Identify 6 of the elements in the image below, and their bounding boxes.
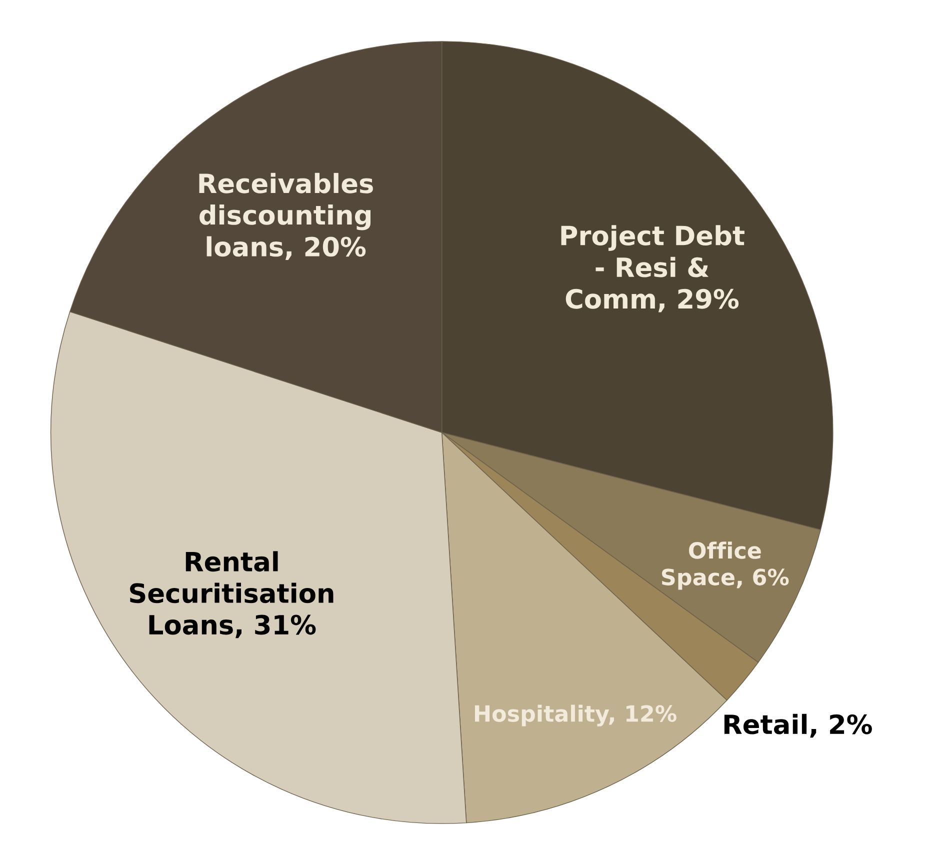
slice-label: Receivables discounting loans, 20% [199,172,373,260]
slice-label: Project Debt - Resi & Comm, 29% [561,225,744,312]
slice-label: Office Space, 6% [662,542,789,590]
slice-label: Retail, 2% [724,714,872,738]
slice-label: Hospitality, 12% [474,704,676,726]
slice-label: Rental Securitisation Loans, 31% [130,551,334,638]
